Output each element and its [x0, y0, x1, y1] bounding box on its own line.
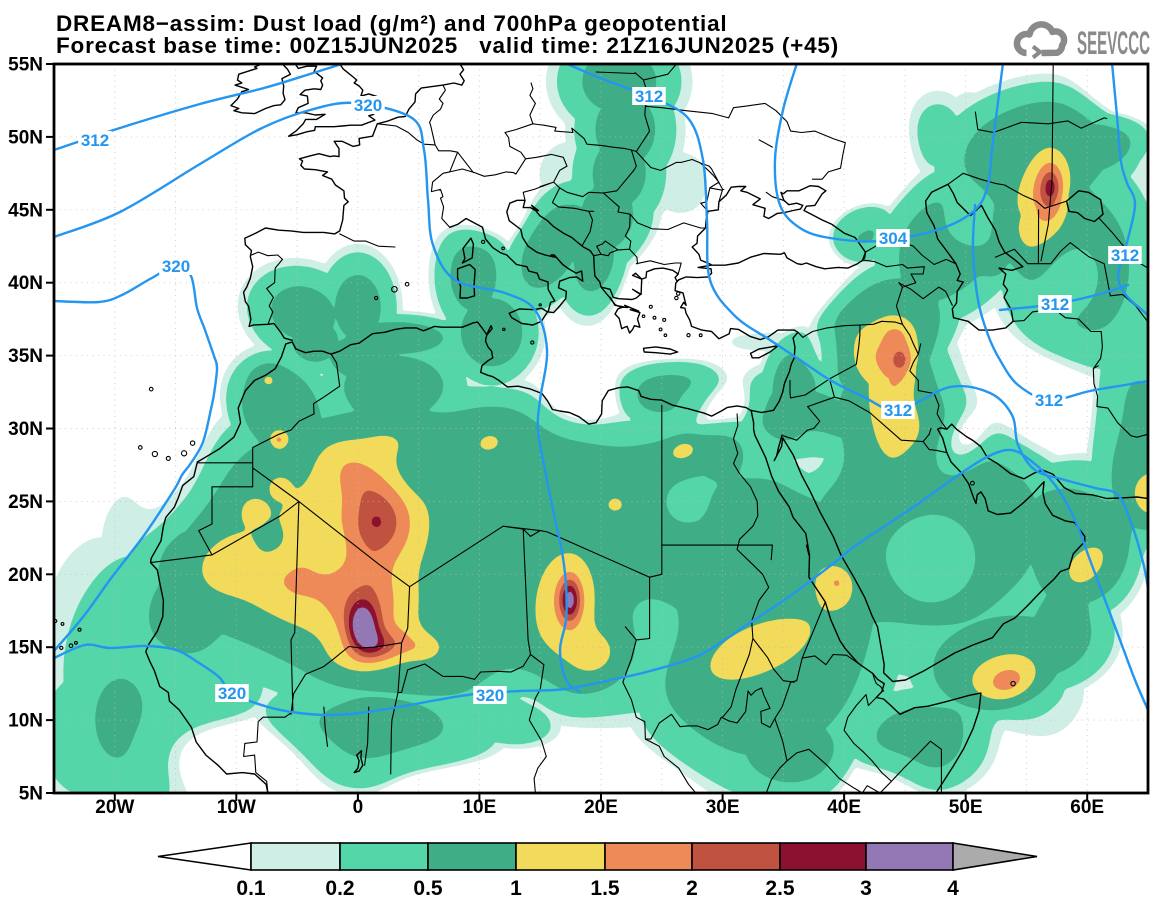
- svg-text:35N: 35N: [8, 346, 43, 367]
- svg-text:1.5: 1.5: [590, 877, 620, 900]
- svg-text:10N: 10N: [8, 711, 43, 732]
- svg-text:320: 320: [162, 257, 190, 276]
- svg-text:DREAM8−assim: Dust load (g/m²): DREAM8−assim: Dust load (g/m²) and 700hP…: [56, 11, 727, 36]
- svg-text:50E: 50E: [949, 797, 983, 818]
- svg-text:0.2: 0.2: [325, 877, 354, 900]
- svg-text:0.5: 0.5: [413, 877, 443, 900]
- svg-text:0: 0: [353, 797, 364, 818]
- svg-text:3: 3: [860, 877, 872, 900]
- svg-text:SEEVCCC: SEEVCCC: [1077, 25, 1150, 61]
- svg-text:40N: 40N: [8, 273, 43, 294]
- svg-text:304: 304: [879, 229, 908, 248]
- svg-text:25N: 25N: [8, 492, 43, 513]
- svg-text:320: 320: [218, 684, 246, 703]
- svg-text:55N: 55N: [8, 55, 43, 76]
- svg-text:2.5: 2.5: [765, 877, 795, 900]
- svg-text:10W: 10W: [217, 797, 256, 818]
- svg-text:320: 320: [476, 686, 504, 705]
- svg-text:320: 320: [354, 96, 382, 115]
- svg-text:2: 2: [686, 877, 698, 900]
- svg-text:20W: 20W: [95, 797, 134, 818]
- svg-text:15N: 15N: [8, 638, 43, 659]
- svg-text:45N: 45N: [8, 200, 43, 221]
- svg-text:60E: 60E: [1070, 797, 1104, 818]
- svg-text:10E: 10E: [462, 797, 496, 818]
- svg-text:0.1: 0.1: [236, 877, 266, 900]
- svg-text:312: 312: [1111, 246, 1139, 265]
- svg-text:312: 312: [635, 87, 663, 106]
- svg-text:30E: 30E: [706, 797, 740, 818]
- svg-text:312: 312: [1035, 391, 1063, 410]
- svg-text:40E: 40E: [827, 797, 861, 818]
- svg-text:4: 4: [947, 877, 959, 900]
- svg-text:20E: 20E: [584, 797, 618, 818]
- svg-text:312: 312: [884, 401, 912, 420]
- svg-text:5N: 5N: [19, 784, 43, 805]
- svg-text:30N: 30N: [8, 419, 43, 440]
- svg-text:312: 312: [81, 131, 109, 150]
- svg-text:1: 1: [510, 877, 522, 900]
- svg-text:Forecast base time: 00Z15JUN20: Forecast base time: 00Z15JUN2025 valid t…: [56, 33, 839, 58]
- svg-text:50N: 50N: [8, 127, 43, 148]
- svg-text:312: 312: [1041, 295, 1069, 314]
- svg-text:20N: 20N: [8, 565, 43, 586]
